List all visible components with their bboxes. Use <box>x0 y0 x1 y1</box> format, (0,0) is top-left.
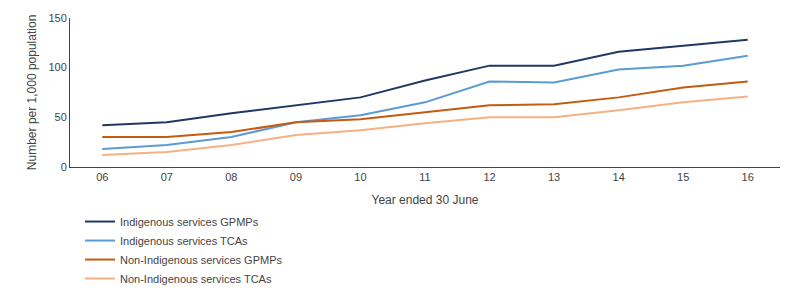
svg-text:Indigenous services GPMPs: Indigenous services GPMPs <box>120 216 259 228</box>
svg-text:Indigenous services TCAs: Indigenous services TCAs <box>120 235 248 247</box>
svg-text:07: 07 <box>161 171 173 183</box>
svg-text:16: 16 <box>742 171 754 183</box>
svg-text:Non-Indigenous services TCAs: Non-Indigenous services TCAs <box>120 273 272 285</box>
svg-text:Non-Indigenous services GPMPs: Non-Indigenous services GPMPs <box>120 254 283 266</box>
svg-text:150: 150 <box>48 12 66 24</box>
svg-text:0: 0 <box>61 161 67 173</box>
svg-text:10: 10 <box>354 171 366 183</box>
svg-text:06: 06 <box>96 171 108 183</box>
svg-text:12: 12 <box>483 171 495 183</box>
svg-text:Number per 1,000 population: Number per 1,000 population <box>25 15 39 170</box>
svg-text:13: 13 <box>548 171 560 183</box>
svg-text:50: 50 <box>55 111 67 123</box>
svg-text:14: 14 <box>613 171 625 183</box>
svg-text:Year ended 30 June: Year ended 30 June <box>372 193 479 207</box>
svg-text:100: 100 <box>48 61 66 73</box>
svg-text:15: 15 <box>677 171 689 183</box>
svg-text:11: 11 <box>419 171 430 183</box>
svg-text:09: 09 <box>290 171 302 183</box>
svg-text:08: 08 <box>225 171 237 183</box>
